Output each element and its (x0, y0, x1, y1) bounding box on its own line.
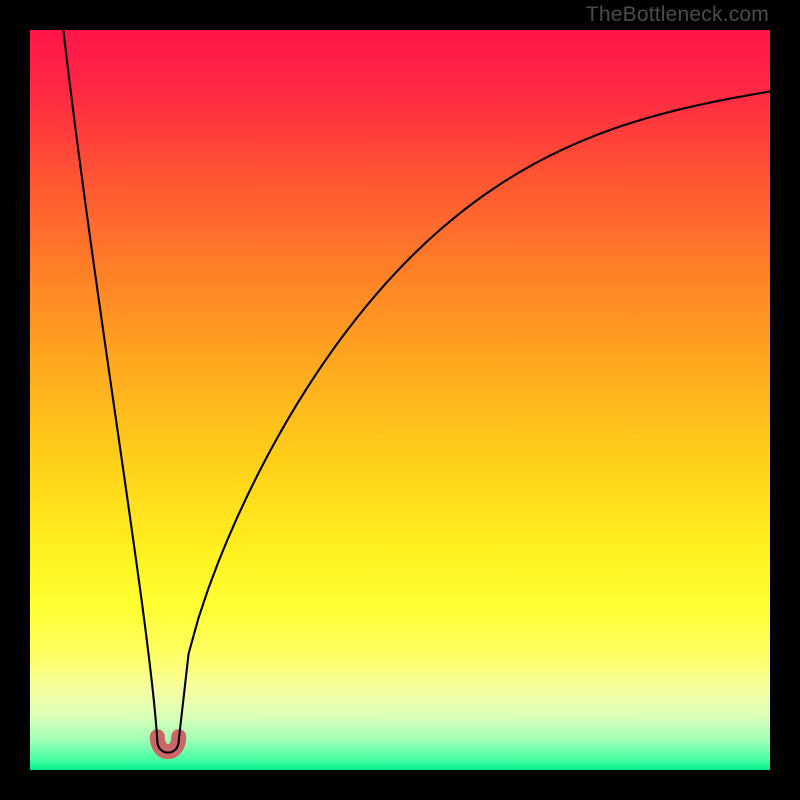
chart-frame: TheBottleneck.com (0, 0, 800, 800)
watermark-text: TheBottleneck.com (586, 3, 769, 27)
plot-area (30, 30, 770, 770)
bottleneck-curve (63, 30, 770, 753)
curve-layer (30, 30, 770, 770)
